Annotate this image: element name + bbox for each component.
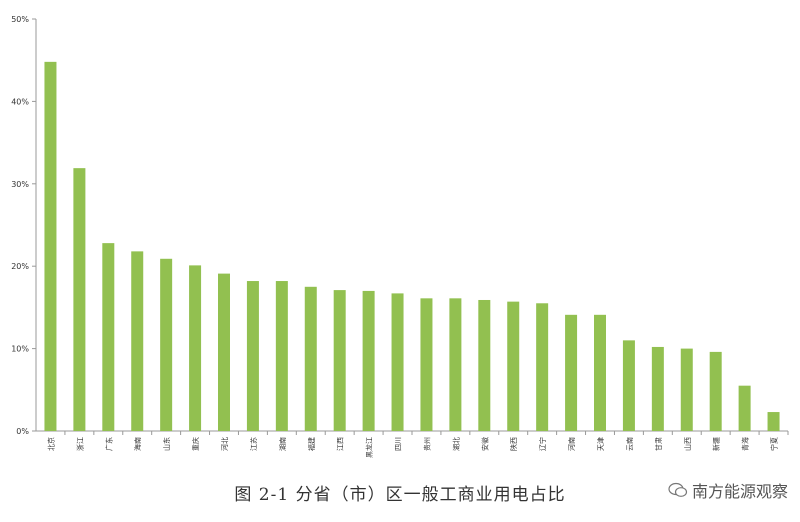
bar-陕西 (507, 301, 520, 431)
x-tick-label: 四川 (395, 437, 403, 451)
bar-湖北 (449, 298, 462, 431)
y-tick-label: 0% (16, 427, 29, 436)
x-tick-label: 重庆 (191, 437, 200, 451)
bar-辽宁 (536, 303, 549, 431)
y-tick-label: 20% (11, 262, 29, 271)
bar-福建 (304, 286, 317, 431)
bar-湖南 (275, 281, 288, 431)
x-tick-label: 福建 (307, 437, 316, 451)
x-tick-label: 辽宁 (538, 437, 547, 451)
x-tick-label: 海南 (133, 437, 142, 451)
bar-重庆 (189, 265, 202, 431)
x-tick-label: 河南 (567, 437, 576, 451)
bar-广东 (102, 243, 115, 431)
x-tick-label: 安徽 (480, 437, 489, 451)
bar-宁夏 (767, 412, 780, 431)
bar-甘肃 (651, 346, 664, 431)
y-tick-label: 40% (11, 97, 29, 106)
bar-四川 (391, 293, 404, 431)
bar-贵州 (420, 298, 433, 431)
bar-山西 (680, 348, 693, 431)
bar-青海 (738, 385, 751, 431)
x-tick-label: 贵州 (422, 437, 431, 451)
x-tick-label: 江西 (337, 437, 345, 451)
x-tick-label: 宁夏 (770, 437, 779, 451)
x-tick-label: 山东 (162, 437, 171, 451)
watermark-text: 南方能源观察 (691, 482, 788, 501)
bar-江苏 (246, 281, 259, 431)
x-tick-label: 甘肃 (654, 437, 663, 451)
x-tick-label: 天津 (597, 437, 605, 451)
x-tick-label: 广东 (104, 437, 113, 451)
x-tick-label: 湖南 (278, 437, 287, 451)
x-tick-label: 青海 (741, 437, 750, 451)
x-tick-label: 浙江 (75, 437, 84, 451)
bar-天津 (594, 314, 606, 431)
bar-河北 (218, 273, 230, 431)
bar-安徽 (478, 299, 491, 431)
watermark: 南方能源观察 (668, 478, 788, 502)
bar-海南 (131, 251, 144, 431)
bar-黑龙江 (362, 290, 375, 431)
bar-江西 (333, 290, 346, 431)
y-tick-label: 10% (11, 345, 29, 354)
x-tick-label: 陕西 (509, 437, 518, 451)
bar-河南 (565, 314, 578, 431)
x-tick-label: 江苏 (249, 437, 258, 451)
x-tick-label: 北京 (46, 437, 55, 451)
y-tick-label: 50% (11, 15, 29, 24)
chart-title: 图 2-1 分省（市）区一般工商业用电占比 (234, 485, 566, 505)
bar-山东 (160, 258, 173, 431)
bar-云南 (622, 340, 635, 431)
bar-浙江 (73, 168, 86, 432)
bar-北京 (44, 61, 57, 432)
x-tick-label: 新疆 (712, 437, 721, 451)
bar-新疆 (709, 351, 722, 431)
x-tick-label: 黑龙江 (365, 437, 374, 458)
x-tick-label: 云南 (625, 437, 634, 451)
x-tick-label: 山西 (683, 437, 692, 451)
x-tick-label: 河北 (221, 437, 229, 451)
y-tick-label: 30% (11, 180, 29, 189)
x-tick-label: 湖北 (451, 437, 460, 451)
wechat-icon (668, 482, 688, 497)
